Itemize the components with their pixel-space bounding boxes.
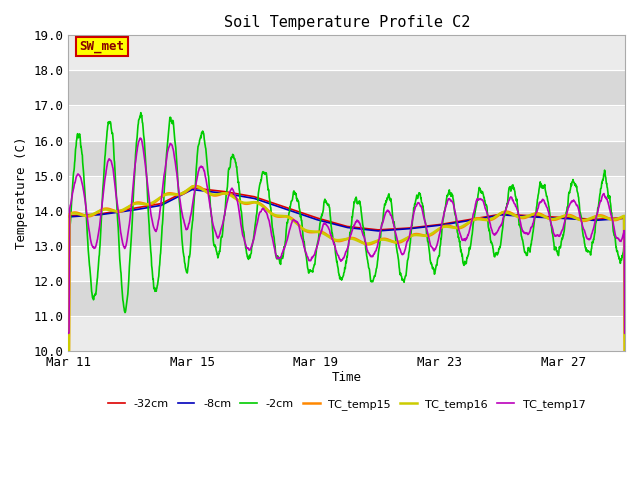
TC_temp16 (65, 455, 72, 461)
Line: TC_temp16: TC_temp16 (68, 186, 625, 458)
Bar (68, 211, 625, 246)
TC_temp17 (184, 226, 191, 231)
TC_temp17 (97, 217, 104, 223)
-32cm (621, 215, 629, 220)
TC_temp17 (292, 218, 300, 224)
TC_temp15 (621, 395, 629, 401)
TC_temp16 (184, 187, 191, 193)
Line: -2cm: -2cm (68, 113, 625, 351)
TC_temp16 (273, 213, 281, 218)
Line: -32cm: -32cm (68, 188, 625, 230)
-2cm (295, 199, 303, 204)
TC_temp16 (292, 220, 300, 226)
TC_temp17 (445, 196, 452, 202)
TC_temp17 (295, 221, 303, 227)
-8cm (97, 212, 104, 217)
-32cm (273, 202, 281, 207)
Y-axis label: Temperature (C): Temperature (C) (15, 137, 28, 249)
TC_temp16 (295, 223, 303, 228)
Bar (68, 316, 625, 351)
-8cm (374, 228, 381, 234)
Bar (68, 71, 625, 106)
-8cm (273, 204, 281, 209)
-32cm (292, 208, 300, 214)
TC_temp15 (273, 214, 281, 219)
-32cm (445, 220, 453, 226)
-8cm (188, 187, 196, 192)
Legend: -32cm, -8cm, -2cm, TC_temp15, TC_temp16, TC_temp17: -32cm, -8cm, -2cm, TC_temp15, TC_temp16,… (104, 395, 589, 415)
-8cm (295, 211, 303, 216)
Line: TC_temp17: TC_temp17 (68, 138, 625, 333)
-2cm (445, 190, 452, 195)
TC_temp15 (184, 188, 191, 194)
TC_temp15 (295, 222, 303, 228)
TC_temp15 (292, 219, 300, 225)
X-axis label: Time: Time (332, 372, 362, 384)
-32cm (65, 213, 72, 219)
TC_temp17 (65, 330, 72, 336)
-8cm (621, 216, 629, 221)
-8cm (184, 189, 191, 195)
Title: Soil Temperature Profile C2: Soil Temperature Profile C2 (223, 15, 470, 30)
TC_temp17 (273, 255, 281, 261)
-8cm (292, 210, 300, 216)
TC_temp15 (65, 455, 72, 461)
Bar (68, 176, 625, 211)
-2cm (273, 256, 281, 262)
-32cm (188, 185, 196, 191)
-2cm (65, 348, 72, 354)
Bar (68, 106, 625, 141)
-2cm (621, 348, 629, 354)
TC_temp15 (192, 183, 200, 189)
-8cm (445, 221, 453, 227)
-2cm (97, 238, 104, 243)
Text: SW_met: SW_met (79, 40, 125, 53)
TC_temp16 (97, 208, 104, 214)
TC_temp16 (445, 224, 452, 230)
Bar (68, 36, 625, 71)
Bar (68, 141, 625, 176)
-32cm (374, 227, 381, 233)
-2cm (137, 110, 145, 116)
TC_temp15 (97, 208, 104, 214)
-2cm (292, 192, 300, 197)
TC_temp16 (621, 395, 629, 401)
TC_temp17 (136, 135, 144, 141)
-8cm (65, 214, 72, 220)
Bar (68, 246, 625, 281)
Line: -8cm: -8cm (68, 190, 625, 231)
-2cm (184, 269, 191, 275)
-32cm (184, 188, 191, 193)
Line: TC_temp15: TC_temp15 (68, 186, 625, 458)
TC_temp17 (621, 330, 629, 336)
-32cm (295, 209, 303, 215)
Bar (68, 281, 625, 316)
TC_temp16 (189, 183, 197, 189)
-32cm (97, 211, 104, 217)
TC_temp15 (445, 223, 452, 229)
